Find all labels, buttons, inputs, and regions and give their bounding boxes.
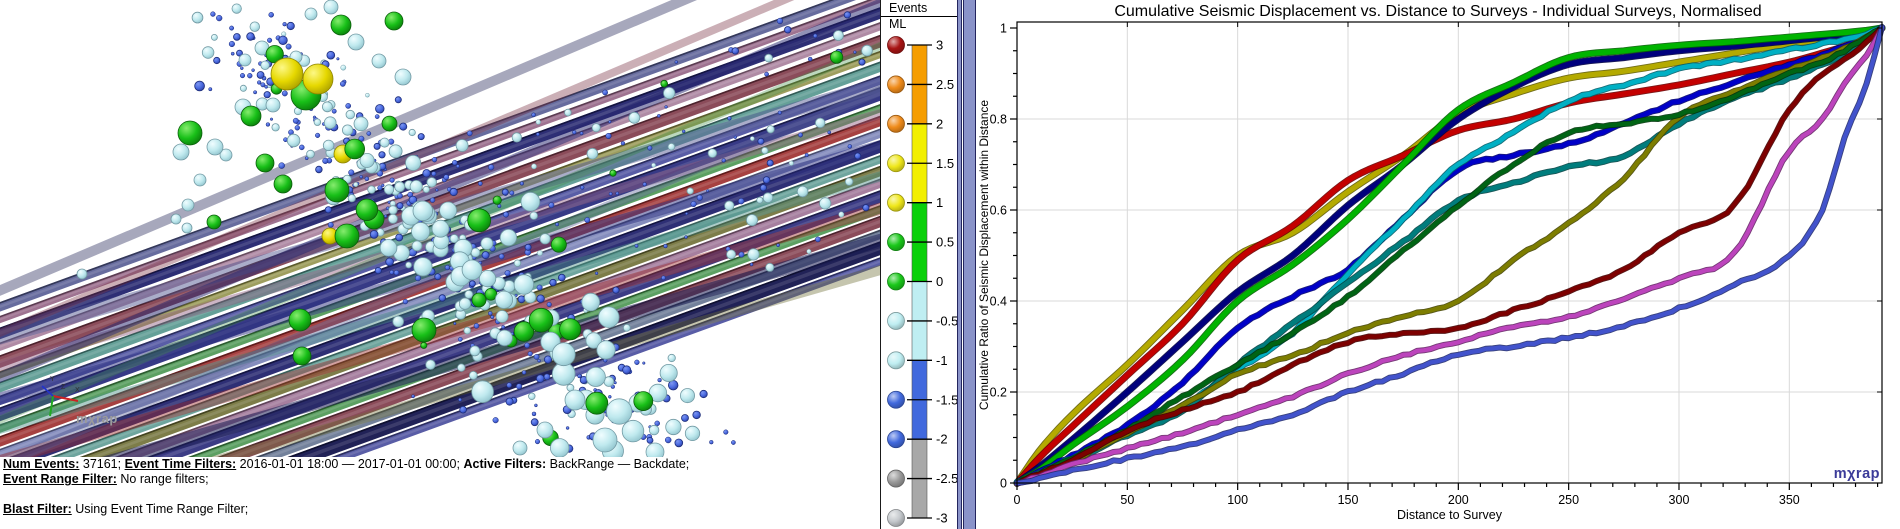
curve-Survey 2 [1014, 25, 1885, 486]
y-tick-label: 1 [1000, 22, 1007, 36]
legend-ml-circle [887, 154, 905, 173]
legend-tick-label: 3 [936, 38, 943, 53]
footer-segment: Num Events: [3, 457, 80, 471]
svg-text:X: X [75, 387, 80, 394]
footer-segment: 37161; [79, 457, 125, 471]
panel-splitter-right[interactable] [963, 0, 976, 529]
legend-ml-circle [887, 193, 905, 212]
x-tick-label: 300 [1669, 493, 1690, 507]
legend-ml-circle [887, 469, 905, 488]
x-tick-label: 100 [1227, 493, 1248, 507]
legend-title: Events [881, 0, 957, 17]
legend-tick-label: -0.5 [936, 313, 958, 328]
legend-tick-label: 2.5 [936, 77, 954, 92]
y-tick-label: 0.6 [990, 204, 1007, 218]
seismic-event-bubbles [76, 0, 873, 457]
curve-Survey 12 [1014, 24, 1885, 486]
legend-tick-label: 0.5 [936, 235, 954, 250]
svg-text:Y: Y [50, 376, 55, 383]
footer-segment: Active Filters: [463, 457, 547, 471]
legend-ml-circle [887, 509, 905, 527]
legend-ml-circle [887, 272, 905, 291]
mxrap-watermark-chart: mχrap [1833, 466, 1880, 482]
legend-ml-circle [887, 312, 905, 330]
x-tick-label: 150 [1338, 493, 1359, 507]
footer-segment: BackRange — Backdate; [546, 457, 690, 471]
legend-tick-label: 1.5 [936, 156, 954, 171]
legend-ml-circle [887, 114, 905, 133]
legend-tick-label: 1 [936, 195, 943, 210]
filter-status-footer: Num Events: 37161; Event Time Filters: 2… [3, 457, 763, 517]
footer-segment: No range filters; [116, 472, 209, 486]
footer-segment: Event Time Filters: [124, 457, 237, 471]
chart-title: Cumulative Seismic Displacement vs. Dist… [1114, 3, 1762, 20]
y-tick-label: 0.2 [990, 386, 1007, 400]
plot-border [1016, 21, 1883, 484]
legend-ml-circle [887, 351, 905, 370]
footer-line-4: Blast Filter: Using Event Time Range Fil… [3, 502, 763, 517]
curve-Survey 4 [1014, 25, 1885, 486]
curve-Survey 10 [1014, 25, 1885, 486]
footer-line-1: Num Events: 37161; Event Time Filters: 2… [3, 457, 763, 472]
legend-ml-circle [887, 75, 905, 94]
curve-Survey 5 [1014, 25, 1885, 485]
footer-segment: Blast Filter: [3, 502, 72, 516]
y-axis: 0 0.2 0.4 0.6 0.8 1 [990, 22, 1882, 491]
legend-tick-label: -2 [936, 432, 948, 447]
x-tick-label: 50 [1120, 493, 1134, 507]
y-tick-label: 0.8 [990, 113, 1007, 127]
y-axis-title: Cumulative Ratio of Seismic Displacement… [977, 99, 991, 411]
footer-segment: Using Event Time Range Filter; [71, 502, 249, 516]
footer-segment: Event Range Filter: [3, 472, 117, 486]
survey-curves [1013, 24, 1886, 487]
legend-ml-circle [887, 233, 905, 251]
footer-segment: 2016-01-01 18:00 — 2017-01-01 00:00; [236, 457, 464, 471]
legend-tick-label: -3 [936, 511, 948, 526]
y-tick-label: 0 [1000, 477, 1007, 491]
curve-Survey 11 [1014, 26, 1885, 486]
x-tick-label: 200 [1448, 493, 1469, 507]
legend-tick-label: -2.5 [936, 471, 958, 486]
legend-tick-label: -1.5 [936, 392, 958, 407]
footer-line-2: Event Range Filter: No range filters; [3, 472, 763, 487]
mxrap-watermark-3d: mχrap [76, 411, 118, 426]
curve-Survey 9 [1014, 26, 1885, 487]
footer-line-3 [3, 487, 763, 502]
chart-panel: Cumulative Seismic Displacement vs. Dist… [976, 0, 1900, 529]
y-tick-label: 0.4 [990, 295, 1007, 309]
legend-ml-circle [887, 430, 905, 449]
legend-sublabel: ML [889, 17, 907, 31]
legend-ml-circle [887, 390, 905, 409]
x-axis-title: Distance to Survey [1397, 508, 1502, 522]
svg-text:Z: Z [61, 384, 66, 391]
ml-color-scale: 3 2.5 2 1.5 1 0.5 0 -0.5 -1 -1.5 -2 -2.5 -3 [887, 36, 958, 527]
x-tick-label: 0 [1014, 493, 1021, 507]
x-tick-label: 250 [1558, 493, 1579, 507]
x-tick-label: 350 [1779, 493, 1800, 507]
x-axis: 0 50 100 150 200 250 300 350 [1014, 22, 1879, 507]
legend-ml-circle [887, 36, 905, 54]
axis-triad: X YZ [41, 376, 80, 417]
3d-event-view[interactable]: X YZ [0, 0, 881, 457]
legend-tick-label: 2 [936, 116, 943, 131]
legend-tick-label: -1 [936, 353, 948, 368]
legend-tick-label: 0 [936, 274, 943, 289]
events-ml-legend: 3 2.5 2 1.5 1 0.5 0 -0.5 -1 -1.5 -2 -2.5 -3 Events M… [880, 0, 958, 529]
chart-plot-area[interactable]: 0 50 100 150 200 250 300 350 0 0.2 0.4 0.6 0.8 1 [976, 0, 1900, 529]
panel-splitter-left[interactable] [957, 0, 962, 529]
curve-Survey 3 [1014, 25, 1885, 486]
